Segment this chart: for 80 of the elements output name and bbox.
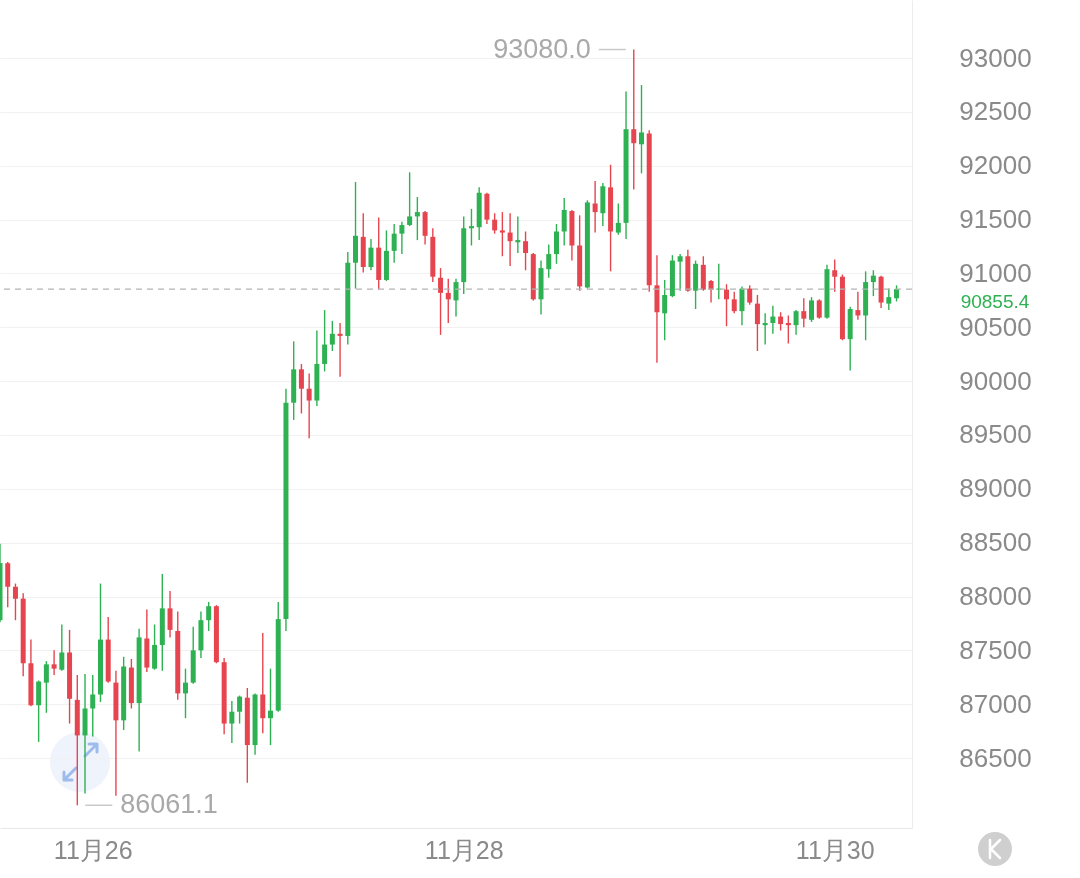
x-tick-label: 11月28	[424, 835, 504, 864]
candlestick	[206, 601, 212, 632]
candlestick	[329, 320, 335, 352]
candlestick	[5, 561, 11, 608]
candlestick	[662, 279, 668, 341]
candlestick	[553, 223, 559, 265]
candlestick	[182, 667, 188, 719]
candlestick	[770, 305, 776, 335]
candlestick	[785, 314, 791, 345]
candlestick	[36, 679, 42, 743]
candlestick	[399, 221, 405, 255]
candlestick	[855, 291, 861, 321]
candlestick	[152, 623, 158, 671]
y-tick-label: 92000	[959, 150, 1032, 181]
candlestick	[778, 311, 784, 332]
candlestick	[499, 211, 505, 257]
annotation: 93080.0	[493, 33, 591, 64]
y-tick-label: 90500	[959, 311, 1032, 342]
candlestick	[445, 278, 451, 324]
candlestick	[306, 372, 312, 439]
y-tick-label: 90000	[959, 365, 1032, 396]
candlestick	[59, 623, 65, 672]
y-tick-label: 91000	[959, 257, 1032, 288]
candlestick	[260, 632, 266, 734]
candlestick	[268, 667, 274, 746]
candlestick	[507, 212, 513, 267]
x-tick-label: 11月26	[53, 835, 133, 864]
candlestick	[468, 208, 474, 247]
candlestick	[523, 230, 529, 271]
candlestick	[615, 202, 621, 236]
candlestick	[801, 297, 807, 329]
candlestick	[515, 215, 521, 254]
annotation: 86061.1	[120, 789, 218, 820]
candlestick	[816, 298, 822, 320]
y-tick-label: 93000	[959, 42, 1032, 73]
y-tick-label: 87500	[959, 634, 1032, 665]
candlestick	[407, 171, 413, 227]
candlestick	[793, 309, 799, 336]
candlestick	[832, 258, 838, 293]
candlestick	[12, 582, 18, 621]
candlestick	[739, 285, 745, 326]
candlestick	[592, 180, 598, 234]
candlestick	[561, 197, 567, 247]
candlestick	[51, 649, 57, 676]
candlestick	[762, 312, 768, 346]
candlestick	[870, 269, 876, 297]
candlestick	[492, 212, 498, 235]
candlestick	[322, 309, 328, 373]
candlestick	[886, 287, 892, 311]
candlestick	[438, 267, 444, 336]
candlestick	[298, 363, 304, 415]
candlestick	[229, 700, 235, 744]
candlestick	[422, 210, 428, 246]
candlestick	[43, 660, 49, 714]
y-tick-label: 92500	[959, 96, 1032, 127]
candlestick	[237, 694, 243, 725]
candlestick	[747, 284, 753, 306]
candlestick	[414, 196, 420, 241]
y-tick-label: 88000	[959, 581, 1032, 611]
candlestick	[754, 294, 760, 352]
candlestick	[90, 674, 96, 738]
ref-line-label: 90855.4	[960, 291, 1030, 313]
candlestick	[337, 322, 343, 378]
candlestick	[546, 243, 552, 279]
candlestick	[631, 48, 637, 191]
candlestick	[731, 291, 737, 315]
y-tick-label: 89000	[959, 473, 1032, 504]
candlestick	[809, 296, 815, 323]
y-tick-label: 86500	[959, 742, 1032, 773]
candlestick	[391, 223, 397, 264]
candlestick	[368, 238, 374, 271]
candlestick	[724, 283, 730, 327]
candlestick	[167, 590, 173, 639]
x-tick-label: 11月30	[795, 835, 875, 864]
y-tick-label: 89500	[959, 419, 1032, 450]
y-tick-label: 87000	[959, 688, 1032, 719]
candlestick	[677, 253, 683, 292]
y-tick-label: 88500	[959, 527, 1032, 558]
y-tick-label: 91500	[959, 204, 1032, 235]
candlestick	[638, 84, 644, 175]
